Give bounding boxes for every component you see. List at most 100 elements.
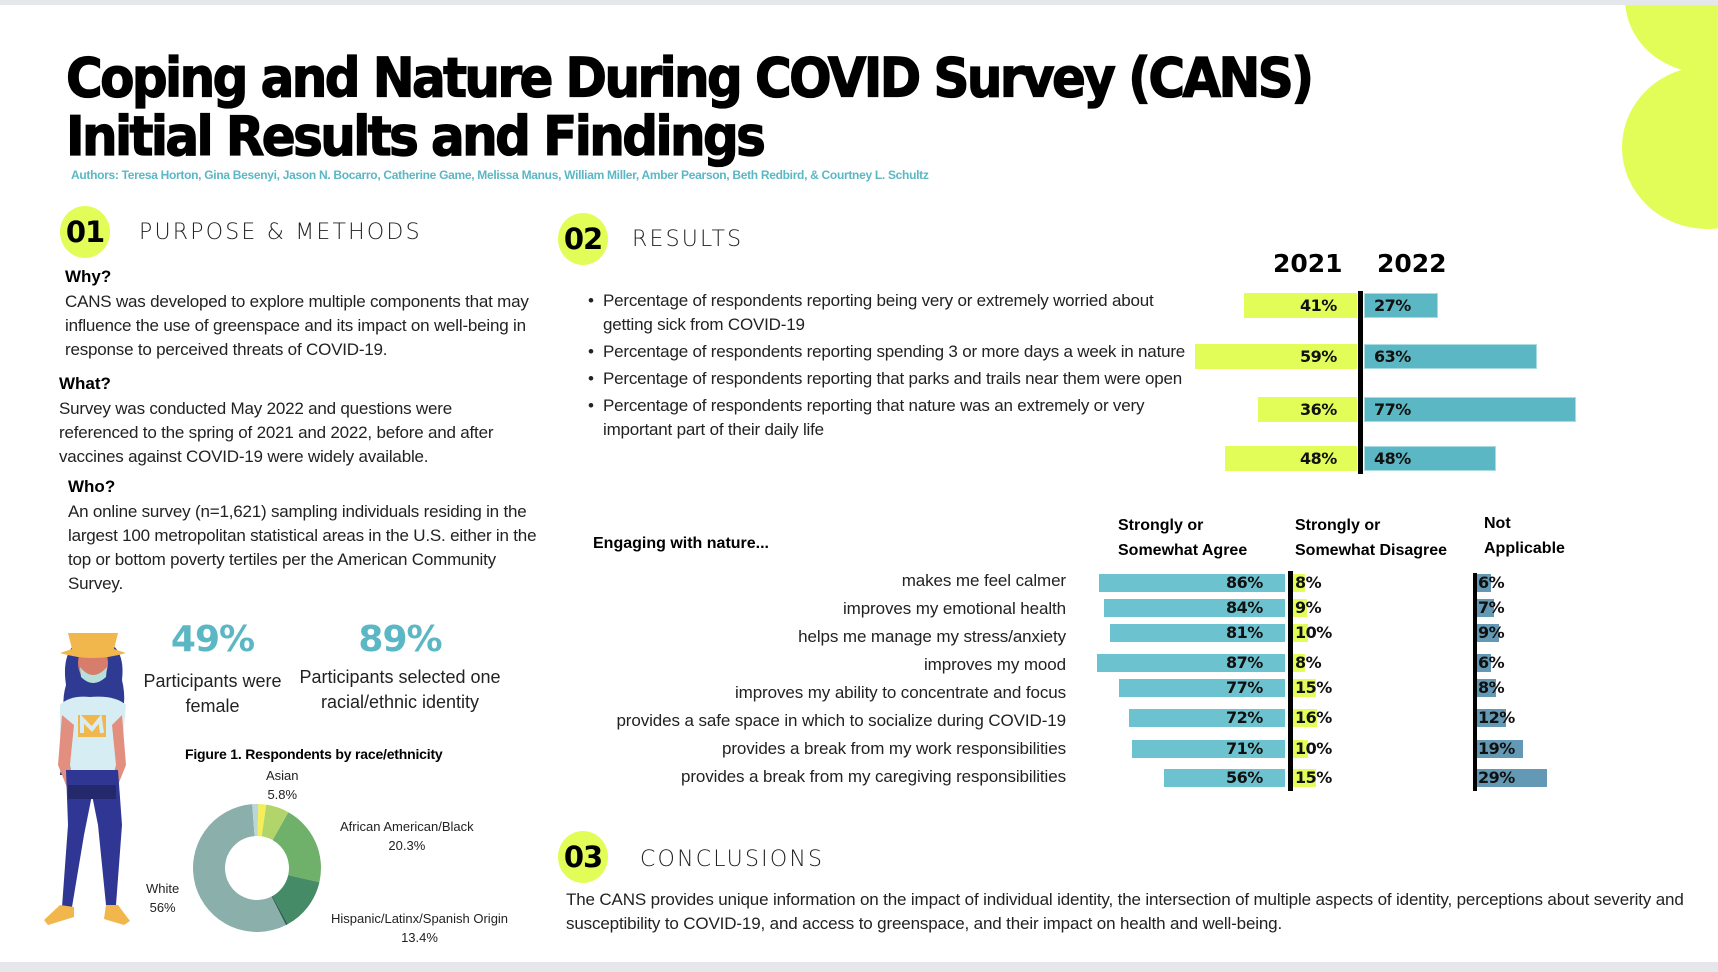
bar-label-2021: 48% [1300, 449, 1337, 468]
col-header-agree-line2: Somewhat Agree [1118, 542, 1248, 559]
section-number-badge-01: 01 [60, 206, 110, 258]
bar-2022 [1364, 446, 1496, 471]
pie-label-asian-name: Asian [266, 768, 299, 783]
bar-label-agree: 72% [1226, 708, 1263, 727]
bar-not-applicable [1477, 679, 1497, 697]
bar-agree [1097, 654, 1285, 672]
results-bullet: Percentage of respondents reporting that… [588, 367, 1198, 391]
bar-not-applicable [1477, 574, 1492, 592]
engaging-title: Engaging with nature... [593, 535, 769, 552]
figure-title: Figure 1. Respondents by race/ethnicity [185, 746, 443, 762]
bar-label-2022: 77% [1374, 400, 1411, 419]
bar-disagree [1293, 679, 1316, 697]
bar-label-disagree: 8% [1295, 573, 1322, 592]
engaging-item-label: makes me feel calmer [901, 571, 1066, 590]
pie-label-hispanic: Hispanic/Latinx/Spanish Origin 13.4% [331, 909, 508, 947]
bar-disagree [1293, 654, 1305, 672]
bar-label-not-applicable: 7% [1478, 598, 1505, 617]
bar-disagree [1293, 740, 1308, 758]
bar-label-2022: 63% [1374, 347, 1411, 366]
na-divider [1473, 573, 1477, 791]
bar-label-not-applicable: 19% [1478, 739, 1515, 758]
bar-label-disagree: 10% [1295, 739, 1332, 758]
bar-label-agree: 56% [1226, 768, 1263, 787]
why-text: CANS was developed to explore multiple c… [65, 292, 529, 359]
bar-agree [1103, 599, 1285, 617]
pie-label-hispanic-name: Hispanic/Latinx/Spanish Origin [331, 911, 509, 926]
bar-not-applicable [1477, 740, 1523, 758]
donut-slice-asian [261, 804, 289, 841]
col-header-na: Not Applicable [1484, 511, 1565, 561]
pie-label-african-american: African American/Black 20.3% [340, 817, 474, 855]
bar-agree [1110, 624, 1285, 642]
bar-label-not-applicable: 6% [1478, 573, 1505, 592]
bar-label-disagree: 10% [1295, 623, 1332, 642]
year-header-2021: 2021 [1273, 249, 1343, 278]
pie-label-asian: Asian 5.8% [266, 766, 299, 804]
donut-slice-african-american-black [272, 812, 321, 883]
decorative-circle-top [1625, 5, 1718, 73]
engaging-item-label: improves my ability to concentrate and f… [734, 683, 1066, 702]
col-header-agree-line1: Strongly or [1118, 517, 1204, 534]
year-header-2022: 2022 [1377, 249, 1447, 278]
section-number-badge-02: 02 [558, 213, 608, 265]
agree-disagree-divider [1288, 571, 1293, 791]
pie-label-african-american-value: 20.3% [388, 838, 426, 853]
section-heading-conclusions: CONCLUSIONS [640, 847, 825, 872]
bar-label-disagree: 16% [1295, 708, 1332, 727]
bar-agree [1118, 679, 1285, 697]
col-header-disagree: Strongly or Somewhat Disagree [1295, 513, 1447, 563]
bar-not-applicable [1477, 654, 1492, 672]
col-header-na-line1: Not [1484, 515, 1511, 532]
bar-label-not-applicable: 9% [1478, 623, 1505, 642]
bar-label-2022: 27% [1374, 296, 1411, 315]
results-bullet: Percentage of respondents reporting that… [588, 394, 1198, 442]
stat-female-value: 49% [170, 619, 255, 660]
engaging-item-label: improves my mood [924, 655, 1066, 674]
bar-label-agree: 71% [1226, 739, 1263, 758]
bar-label-agree: 86% [1226, 573, 1263, 592]
bar-disagree [1293, 709, 1317, 727]
bar-2021 [1194, 344, 1357, 369]
year-chart-divider [1358, 291, 1363, 474]
bar-label-2021: 59% [1300, 347, 1337, 366]
donut-slice-other-unlabeled- [257, 804, 267, 837]
bar-2021 [1244, 293, 1357, 318]
bar-label-disagree: 15% [1295, 678, 1332, 697]
who-heading: Who? [68, 477, 116, 496]
race-ethnicity-donut-chart [192, 804, 321, 932]
stat-identity-caption: Participants selected one racial/ethnic … [299, 667, 501, 712]
donut-slice-other-unlabeled- [252, 804, 259, 837]
results-bullet-list: Percentage of respondents reporting bein… [588, 289, 1198, 445]
pie-label-african-american-name: African American/Black [340, 819, 474, 834]
col-header-agree: Strongly or Somewhat Agree [1118, 513, 1247, 563]
bar-label-disagree: 15% [1295, 768, 1332, 787]
bar-not-applicable [1477, 769, 1547, 787]
what-text: Survey was conducted May 2022 and questi… [59, 399, 494, 466]
bar-disagree [1293, 624, 1308, 642]
bar-agree [1129, 709, 1285, 727]
bar-label-2021: 41% [1300, 296, 1337, 315]
engaging-item-label: provides a break from my caregiving resp… [680, 767, 1066, 786]
bar-label-2022: 48% [1374, 449, 1411, 468]
donut-slice-other-unlabeled- [271, 896, 288, 926]
bar-not-applicable [1477, 709, 1506, 727]
bar-label-agree: 84% [1226, 598, 1263, 617]
stat-female-caption: Participants were female [143, 671, 282, 716]
title-line-2: Initial Results and Findings [65, 105, 766, 168]
page-title: Coping and Nature During COVID Survey (C… [65, 46, 1314, 168]
donut-slice-hispanic-latinx-spanish-origin [272, 875, 320, 925]
conclusion-text: The CANS provides unique information on … [566, 890, 1684, 933]
bar-agree [1131, 740, 1285, 758]
pie-label-hispanic-value: 13.4% [401, 930, 438, 945]
bar-2022 [1364, 397, 1576, 422]
bar-label-not-applicable: 6% [1478, 653, 1505, 672]
engaging-item-label: provides a break from my work responsibi… [721, 739, 1066, 758]
poster-slide: Coping and Nature During COVID Survey (C… [0, 5, 1718, 962]
engaging-item-label: improves my emotional health [842, 599, 1066, 618]
title-line-1: Coping and Nature During COVID Survey (C… [65, 46, 1314, 110]
pie-label-white-value: 56% [149, 900, 176, 915]
pie-label-white-name: White [146, 881, 180, 896]
pie-label-white: White 56% [146, 879, 179, 917]
bar-label-2021: 36% [1300, 400, 1337, 419]
